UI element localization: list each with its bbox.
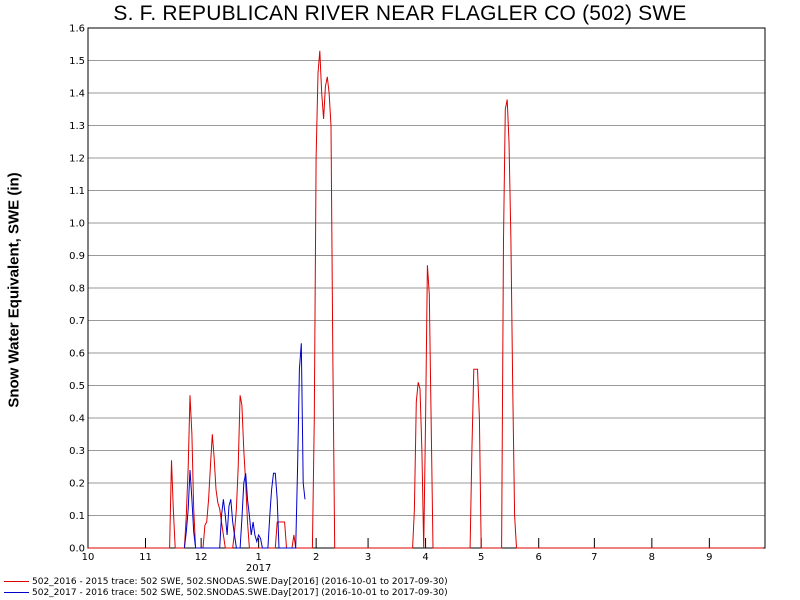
legend-swatch — [4, 581, 29, 582]
y-tick-label: 1.0 — [69, 219, 85, 230]
x-tick-label: 7 — [591, 552, 597, 563]
y-tick-label: 0.5 — [69, 381, 85, 392]
x-tick-label: 11 — [139, 552, 152, 563]
y-tick-label: 1.2 — [69, 154, 85, 165]
chart-title: S. F. REPUBLICAN RIVER NEAR FLAGLER CO (… — [113, 2, 687, 25]
series-line — [183, 343, 306, 549]
x-tick-label: 8 — [649, 552, 655, 563]
x-tick-label: 5 — [478, 552, 484, 563]
y-tick-label: 0.6 — [69, 349, 85, 360]
legend: 502_2016 - 2015 trace: 502 SWE, 502.SNOD… — [4, 576, 448, 598]
x-tick-label: 3 — [365, 552, 371, 563]
plot-frame — [87, 27, 766, 549]
y-tick-label: 0.1 — [69, 511, 85, 522]
x-year-label: 2017 — [246, 563, 271, 574]
y-tick-label: 0.9 — [69, 251, 85, 262]
y-tick-label: 1.5 — [69, 56, 85, 67]
y-tick-label: 0.8 — [69, 284, 85, 295]
y-tick-label: 0.4 — [69, 414, 85, 425]
x-tick-label: 6 — [536, 552, 542, 563]
y-tick-label: 0.2 — [69, 479, 85, 490]
y-tick-label: 0.3 — [69, 446, 85, 457]
x-tick-label: 10 — [82, 552, 95, 563]
y-tick-label: 1.6 — [69, 24, 85, 35]
y-tick-label: 0.7 — [69, 316, 85, 327]
legend-label: 502_2016 - 2015 trace: 502 SWE, 502.SNOD… — [32, 576, 448, 587]
x-tick-label: 1 — [255, 552, 261, 563]
y-tick-label: 0.0 — [69, 544, 85, 555]
series-line — [88, 50, 764, 549]
y-tick-label: 1.1 — [69, 186, 85, 197]
x-tick-label: 2 — [313, 552, 319, 563]
x-tick-label: 4 — [422, 552, 428, 563]
x-tick-label: 12 — [195, 552, 208, 563]
legend-item: 502_2017 - 2016 trace: 502 SWE, 502.SNOD… — [4, 587, 448, 598]
legend-swatch — [4, 592, 29, 593]
y-tick-label: 1.3 — [69, 121, 85, 132]
legend-item: 502_2016 - 2015 trace: 502 SWE, 502.SNOD… — [4, 576, 448, 587]
y-tick-label: 1.4 — [69, 89, 85, 100]
legend-label: 502_2017 - 2016 trace: 502 SWE, 502.SNOD… — [32, 587, 448, 598]
x-tick-label: 9 — [706, 552, 712, 563]
